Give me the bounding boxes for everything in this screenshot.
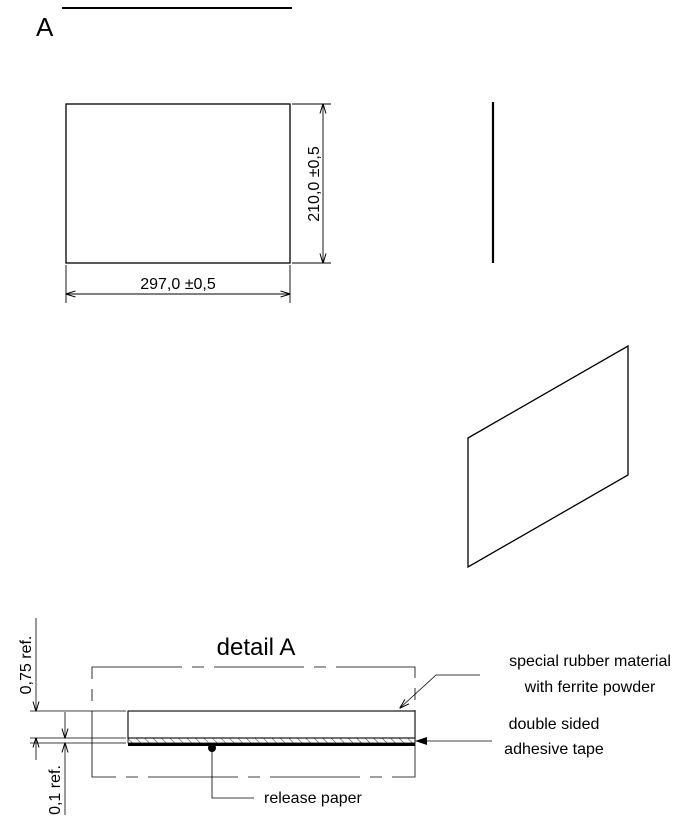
- front-view-outline: [65, 103, 291, 264]
- release-paper-callout: release paper: [264, 790, 363, 807]
- release-paper-layer: [128, 743, 415, 746]
- thickness-dimension-label: 0,75 ref.: [18, 636, 35, 695]
- release-paper-leader: [211, 748, 254, 799]
- detail-title: detail A: [217, 634, 296, 661]
- rubber-layer: [127, 710, 416, 739]
- rubber-callout-line2: with ferrite powder: [524, 679, 656, 696]
- isometric-view: [467, 344, 629, 569]
- front-view: 297,0 ±0,5 210,0 ±0,5: [65, 103, 331, 303]
- rubber-leader: [400, 674, 480, 708]
- section-marker: A: [36, 7, 292, 42]
- adhesive-tape-layer: [127, 737, 416, 744]
- tape-callout-line1: double sided: [509, 716, 600, 733]
- section-marker-label: A: [36, 12, 54, 42]
- height-dimension-label: 210,0 ±0,5: [306, 146, 323, 222]
- tape-callout-line2: adhesive tape: [504, 741, 604, 758]
- width-dimension-label: 297,0 ±0,5: [140, 276, 216, 293]
- detail-a: detail A 0,75 ref. 0,1 ref. special rubb…: [18, 618, 671, 815]
- tape-dimension-label: 0,1 ref.: [47, 765, 64, 815]
- rubber-callout-line1: special rubber material: [509, 653, 671, 670]
